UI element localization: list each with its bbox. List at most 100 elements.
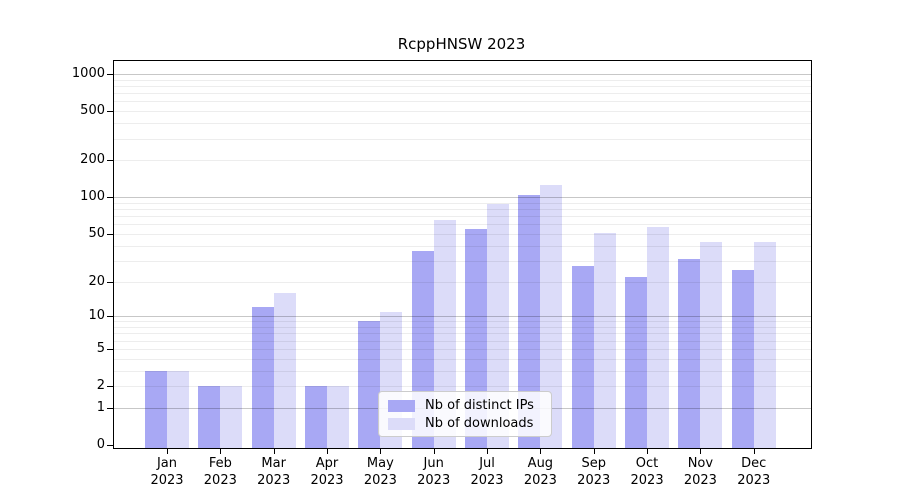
x-tick-label-nov: Nov 2023 <box>683 456 717 488</box>
x-tick-mark <box>700 449 702 454</box>
legend-label-downloads: Nb of downloads <box>425 416 534 431</box>
bar-downloads-jun <box>433 220 456 448</box>
minor-gridline <box>114 333 811 335</box>
minor-gridline <box>114 160 811 162</box>
y-tick-mark <box>107 445 113 446</box>
legend-swatch-downloads <box>388 418 415 430</box>
minor-gridline <box>114 202 811 204</box>
major-gridline <box>114 197 811 199</box>
bar-distinct-ips-dec <box>731 270 754 448</box>
x-tick-mark <box>433 449 435 454</box>
bar-distinct-ips-mar <box>251 307 274 448</box>
bar-distinct-ips-jan <box>145 370 167 448</box>
x-tick-mark <box>273 449 275 454</box>
y-tick-mark <box>107 111 113 113</box>
bar-distinct-ips-may <box>358 321 381 448</box>
minor-gridline <box>114 85 811 87</box>
minor-gridline <box>114 209 811 211</box>
bar-downloads-oct <box>647 226 670 448</box>
minor-gridline <box>114 101 811 103</box>
plot-area <box>113 60 812 449</box>
minor-gridline <box>114 93 811 95</box>
x-tick-mark <box>593 449 595 454</box>
bar-downloads-aug <box>540 185 563 448</box>
x-tick-mark <box>540 449 542 454</box>
legend-entry-distinct-ips: Nb of distinct IPs <box>388 397 542 415</box>
x-tick-label-jun: Jun 2023 <box>417 456 451 488</box>
y-tick-mark <box>107 197 113 199</box>
y-tick-label: 0 <box>96 437 105 452</box>
bar-downloads-sep <box>593 232 616 448</box>
legend-label-distinct-ips: Nb of distinct IPs <box>425 398 534 413</box>
chart-title: RcppHNSW 2023 <box>397 35 526 53</box>
x-tick-label-aug: Aug 2023 <box>523 456 557 488</box>
x-tick-label-may: May 2023 <box>363 456 397 488</box>
bar-distinct-ips-feb <box>198 386 221 448</box>
minor-gridline <box>114 233 811 235</box>
y-tick-label: 10 <box>88 308 105 324</box>
bar-distinct-ips-apr <box>305 386 328 448</box>
bar-distinct-ips-oct <box>625 276 648 448</box>
x-tick-label-feb: Feb 2023 <box>203 456 237 488</box>
x-tick-mark <box>327 449 329 454</box>
bar-downloads-jan <box>167 370 189 448</box>
x-tick-label-jan: Jan 2023 <box>150 456 184 488</box>
x-tick-mark <box>647 449 649 454</box>
bar-downloads-feb <box>220 386 243 448</box>
bar-downloads-mar <box>273 292 296 448</box>
minor-gridline <box>114 358 811 360</box>
y-tick-label: 200 <box>80 152 105 168</box>
minor-gridline <box>114 216 811 218</box>
x-tick-mark <box>753 449 755 454</box>
x-tick-label-oct: Oct 2023 <box>630 456 664 488</box>
x-tick-label-jul: Jul 2023 <box>470 456 504 488</box>
minor-gridline <box>114 281 811 283</box>
y-tick-label: 500 <box>80 103 105 119</box>
minor-gridline <box>114 340 811 342</box>
y-tick-mark <box>107 281 113 283</box>
legend-entry-downloads: Nb of downloads <box>388 415 542 433</box>
major-gridline <box>114 73 811 75</box>
legend-swatch-distinct-ips <box>388 400 415 412</box>
x-tick-mark <box>167 449 168 454</box>
minor-gridline <box>114 260 811 262</box>
minor-gridline <box>114 370 811 372</box>
y-tick-mark <box>107 348 113 350</box>
minor-gridline <box>114 327 811 328</box>
y-tick-mark <box>107 407 113 409</box>
x-tick-label-dec: Dec 2023 <box>737 456 771 488</box>
major-gridline <box>114 316 811 318</box>
bar-distinct-ips-sep <box>571 266 594 448</box>
bar-downloads-dec <box>753 241 776 448</box>
minor-gridline <box>114 123 811 125</box>
y-tick-label: 100 <box>80 189 105 205</box>
y-tick-label: 5 <box>96 340 105 356</box>
y-tick-label: 50 <box>88 225 105 241</box>
y-tick-label: 1000 <box>71 65 105 81</box>
y-tick-label: 2 <box>96 378 105 393</box>
y-tick-mark <box>107 386 113 387</box>
bar-distinct-ips-nov <box>678 258 701 448</box>
minor-gridline <box>114 386 811 387</box>
x-tick-mark <box>487 449 489 454</box>
y-tick-mark <box>107 233 113 235</box>
minor-gridline <box>114 321 811 323</box>
x-tick-label-mar: Mar 2023 <box>257 456 291 488</box>
y-tick-mark <box>107 73 113 75</box>
minor-gridline <box>114 245 811 247</box>
minor-gridline <box>114 348 811 350</box>
minor-gridline <box>114 224 811 226</box>
y-tick-mark <box>107 160 113 162</box>
x-tick-label-sep: Sep 2023 <box>577 456 611 488</box>
minor-gridline <box>114 79 811 81</box>
y-tick-label: 1 <box>96 399 105 415</box>
x-tick-mark <box>380 449 382 454</box>
x-tick-mark <box>220 449 222 454</box>
bar-downloads-jul <box>487 203 510 448</box>
y-tick-label: 20 <box>88 273 105 289</box>
y-tick-mark <box>107 316 113 318</box>
minor-gridline <box>114 138 811 140</box>
x-tick-label-apr: Apr 2023 <box>310 456 344 488</box>
bar-downloads-nov <box>700 241 723 448</box>
